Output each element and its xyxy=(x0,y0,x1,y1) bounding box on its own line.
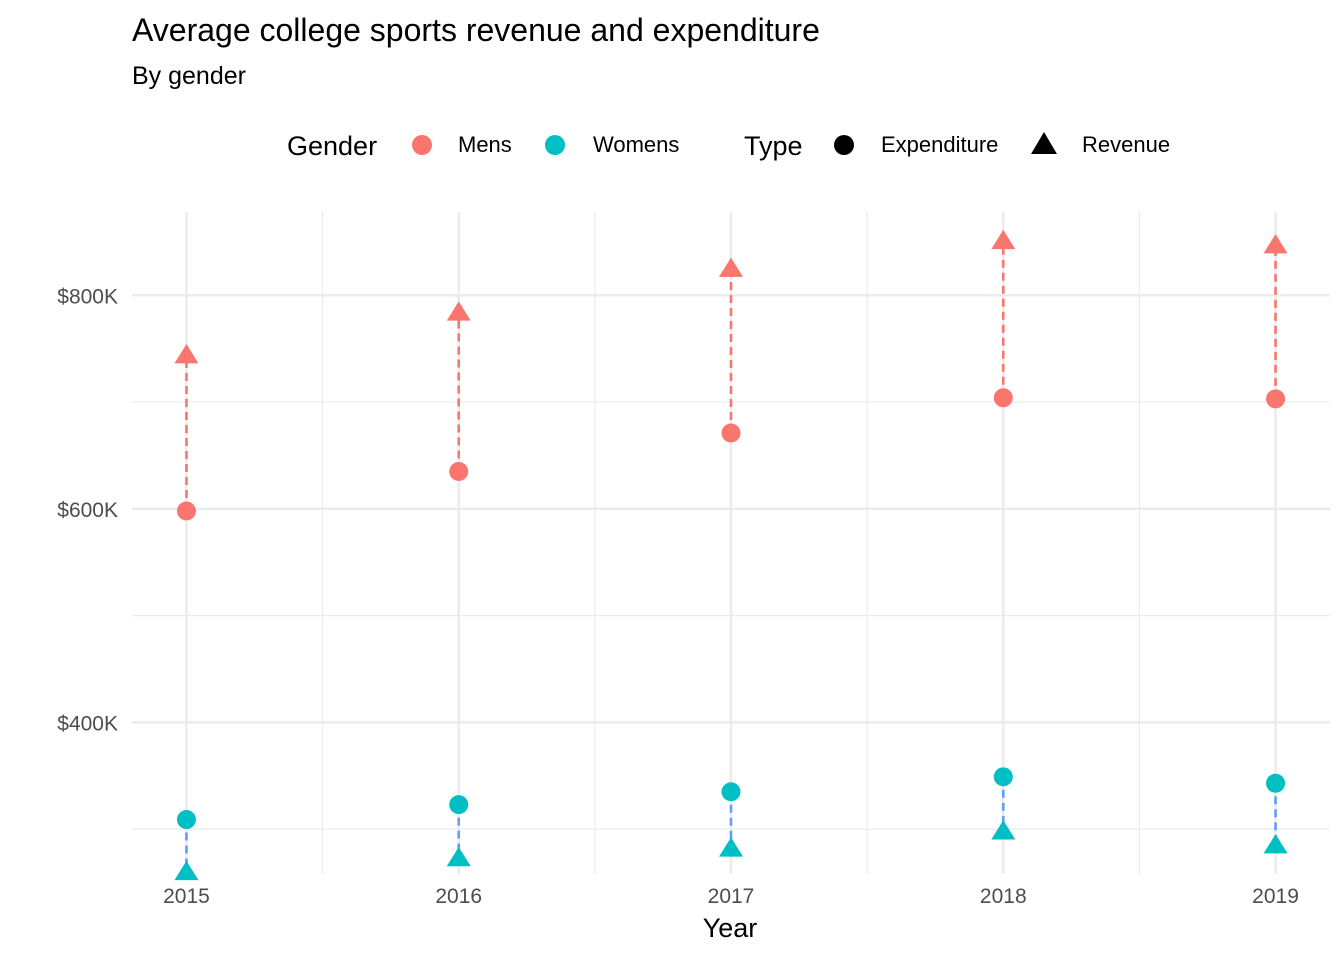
legend-key-mens xyxy=(412,135,432,155)
point-womens-expenditure-2019 xyxy=(1266,773,1286,793)
point-mens-revenue-2018 xyxy=(991,229,1016,250)
legend-label-expenditure: Expenditure xyxy=(881,132,998,157)
y-tick-label: $800K xyxy=(57,285,118,308)
y-tick-label: $400K xyxy=(57,712,118,735)
x-tick-label: 2018 xyxy=(980,885,1027,908)
x-tick-label: 2016 xyxy=(435,885,482,908)
point-mens-revenue-2016 xyxy=(446,301,471,321)
point-womens-revenue-2016 xyxy=(446,846,471,867)
x-tick-label: 2015 xyxy=(163,885,210,908)
x-axis-ticks: 2015 2016 2017 2018 2019 xyxy=(163,885,1299,908)
legend-type-title: Type xyxy=(744,131,803,161)
y-axis-ticks: $400K $600K $800K xyxy=(57,285,118,735)
point-womens-expenditure-2015 xyxy=(176,810,196,830)
x-tick-label: 2017 xyxy=(708,885,755,908)
point-womens-revenue-2018 xyxy=(991,820,1016,840)
point-mens-expenditure-2019 xyxy=(1266,389,1286,409)
point-mens-expenditure-2015 xyxy=(176,501,196,521)
x-tick-label: 2019 xyxy=(1252,885,1299,908)
legend-key-revenue xyxy=(1031,132,1057,154)
chart-title: Average college sports revenue and expen… xyxy=(132,12,820,48)
x-axis-title: Year xyxy=(703,913,758,943)
legend-key-expenditure xyxy=(834,135,854,155)
legend-label-revenue: Revenue xyxy=(1082,132,1170,157)
point-mens-revenue-2019 xyxy=(1263,234,1288,254)
point-womens-expenditure-2016 xyxy=(449,795,469,815)
point-womens-expenditure-2017 xyxy=(721,782,741,802)
legend-gender-title: Gender xyxy=(287,131,377,161)
point-mens-revenue-2017 xyxy=(719,257,743,277)
point-mens-revenue-2015 xyxy=(174,344,199,364)
point-mens-expenditure-2016 xyxy=(449,461,469,481)
legend-key-womens xyxy=(545,135,565,155)
point-womens-revenue-2017 xyxy=(719,837,743,857)
legend-label-mens: Mens xyxy=(458,132,512,157)
point-womens-revenue-2015 xyxy=(174,860,199,881)
point-mens-expenditure-2018 xyxy=(993,388,1013,408)
point-womens-expenditure-2018 xyxy=(993,767,1013,787)
legend-label-womens: Womens xyxy=(593,132,679,157)
data-points xyxy=(174,229,1288,881)
chart-subtitle: By gender xyxy=(132,62,246,90)
y-tick-label: $600K xyxy=(57,499,118,522)
point-womens-revenue-2019 xyxy=(1263,834,1288,854)
point-mens-expenditure-2017 xyxy=(721,423,741,443)
legend: Gender Mens Womens Type Expenditure Reve… xyxy=(287,131,1170,161)
